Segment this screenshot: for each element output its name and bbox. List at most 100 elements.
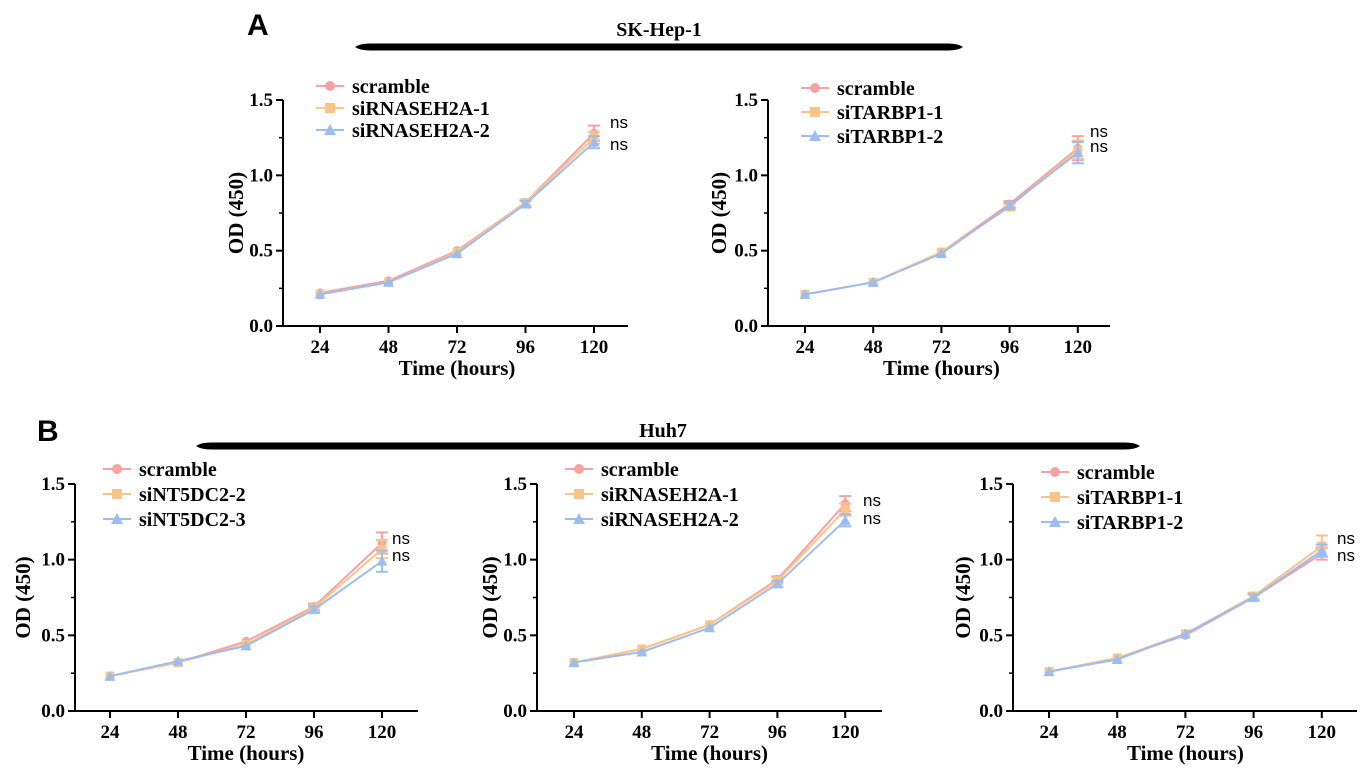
banner-bar <box>196 442 1140 450</box>
x-tick-label: 48 <box>379 337 398 358</box>
x-tick-label: 72 <box>932 337 951 358</box>
y-tick-label: 1.5 <box>41 474 65 495</box>
x-tick-label: 48 <box>632 722 651 743</box>
legend-item: siTARBP1-1 <box>1041 487 1183 509</box>
legend-item: siRNASEH2A-2 <box>565 509 739 531</box>
data-point-marker <box>935 248 947 259</box>
data-point-marker <box>810 83 820 93</box>
series-siTARBP1-1 <box>1044 534 1328 677</box>
data-point-marker <box>839 514 851 525</box>
legend-item: scramble <box>316 76 430 98</box>
legend-item: siNT5DC2-3 <box>103 509 246 531</box>
y-tick-label: 0.5 <box>979 625 1003 646</box>
y-tick-label: 1.5 <box>249 90 273 111</box>
legend-label: siNT5DC2-2 <box>139 484 246 506</box>
legend-item: siRNASEH2A-1 <box>316 98 490 120</box>
x-tick-label: 96 <box>1000 337 1019 358</box>
significance-label: ns <box>1090 137 1108 156</box>
series-line <box>109 560 383 678</box>
series-line <box>573 519 846 664</box>
legend-label: siNT5DC2-3 <box>139 509 246 531</box>
legend-label: siRNASEH2A-2 <box>601 509 739 531</box>
legend-item: scramble <box>801 78 915 100</box>
chart-sk-hep-1-tarbp1: 0.0 0.5 1.0 1.5 24 48 72 96 120 Time (hours) OD (4… <box>707 78 1110 380</box>
y-tick-label: 0.0 <box>734 316 758 337</box>
data-point-marker <box>104 670 116 681</box>
y-axis-title: OD (450) <box>707 172 731 254</box>
significance-label: ns <box>392 529 410 548</box>
legend-item: scramble <box>1041 462 1155 484</box>
x-tick-label: 96 <box>305 722 324 743</box>
series-line <box>1048 549 1323 673</box>
x-axis-title: Time (hours) <box>883 356 1000 380</box>
x-tick-label: 24 <box>311 337 331 358</box>
data-point-marker <box>112 489 122 499</box>
data-point-marker <box>867 276 879 287</box>
data-point-marker <box>324 124 336 135</box>
series-siNT5DC2-3 <box>104 549 388 681</box>
x-axis-title: Time (hours) <box>399 356 516 380</box>
x-tick-label: 120 <box>831 722 860 743</box>
data-point-marker <box>1049 516 1061 527</box>
x-tick-label: 24 <box>565 722 585 743</box>
data-point-marker <box>574 464 584 474</box>
series-siTARBP1-2 <box>799 141 1084 299</box>
series-line <box>109 542 383 678</box>
x-tick-label: 120 <box>368 722 397 743</box>
x-tick-label: 96 <box>516 337 535 358</box>
legend-item: scramble <box>103 459 217 481</box>
x-tick-label: 24 <box>796 337 816 358</box>
x-tick-label: 72 <box>1176 722 1195 743</box>
y-axis-title: OD (450) <box>951 556 975 638</box>
data-point-marker <box>840 505 850 515</box>
series-siRNASEH2A-1 <box>315 130 600 299</box>
data-point-marker <box>1072 147 1084 158</box>
significance-label: ns <box>610 113 628 132</box>
data-point-marker <box>1004 199 1016 210</box>
significance-label: ns <box>1337 529 1355 548</box>
x-tick-label: 48 <box>169 722 188 743</box>
series-siRNASEH2A-2 <box>568 513 852 668</box>
data-point-marker <box>377 544 387 554</box>
chart-sk-hep-1-rnaseh2a: 0.0 0.5 1.0 1.5 24 48 72 96 120 Time (hours) OD (4… <box>224 76 628 380</box>
data-point-marker <box>172 655 184 666</box>
x-tick-label: 120 <box>580 337 609 358</box>
legend-label: siTARBP1-2 <box>837 126 943 148</box>
series-line <box>573 509 846 664</box>
data-point-marker <box>574 489 584 499</box>
y-tick-label: 1.0 <box>41 550 65 571</box>
cell-line-title-sk-hep-1: SK-Hep-1 <box>616 19 702 41</box>
legend-label: scramble <box>601 459 679 481</box>
legend-label: siRNASEH2A-1 <box>601 484 739 506</box>
data-point-marker <box>1043 666 1055 677</box>
series-line <box>319 136 595 296</box>
y-tick-label: 0.0 <box>503 701 527 722</box>
y-tick-label: 0.5 <box>41 625 65 646</box>
series-siRNASEH2A-2 <box>314 135 600 299</box>
x-tick-label: 96 <box>1244 722 1263 743</box>
x-axis-title: Time (hours) <box>188 741 305 765</box>
significance-label: ns <box>1090 122 1108 141</box>
x-tick-label: 120 <box>1064 337 1093 358</box>
series-line <box>319 132 595 294</box>
legend-item: scramble <box>565 459 679 481</box>
legend-label: scramble <box>1077 462 1155 484</box>
data-point-marker <box>1111 654 1123 665</box>
panel-letter-b: B <box>37 415 59 448</box>
y-tick-label: 0.0 <box>979 701 1003 722</box>
data-point-marker <box>810 107 820 117</box>
y-tick-label: 0.5 <box>734 241 758 262</box>
significance-label: ns <box>863 509 881 528</box>
series-scramble <box>105 531 388 681</box>
data-point-marker <box>383 276 394 287</box>
x-tick-label: 72 <box>237 722 256 743</box>
y-tick-label: 1.5 <box>503 474 527 495</box>
legend-label: scramble <box>139 459 217 481</box>
y-tick-label: 1.5 <box>979 474 1003 495</box>
data-point-marker <box>308 604 320 615</box>
legend-item: siRNASEH2A-1 <box>565 484 739 506</box>
cell-line-banner-huh7: Huh7 <box>196 420 1140 450</box>
y-tick-label: 0.0 <box>41 701 65 722</box>
data-point-marker <box>573 513 585 524</box>
